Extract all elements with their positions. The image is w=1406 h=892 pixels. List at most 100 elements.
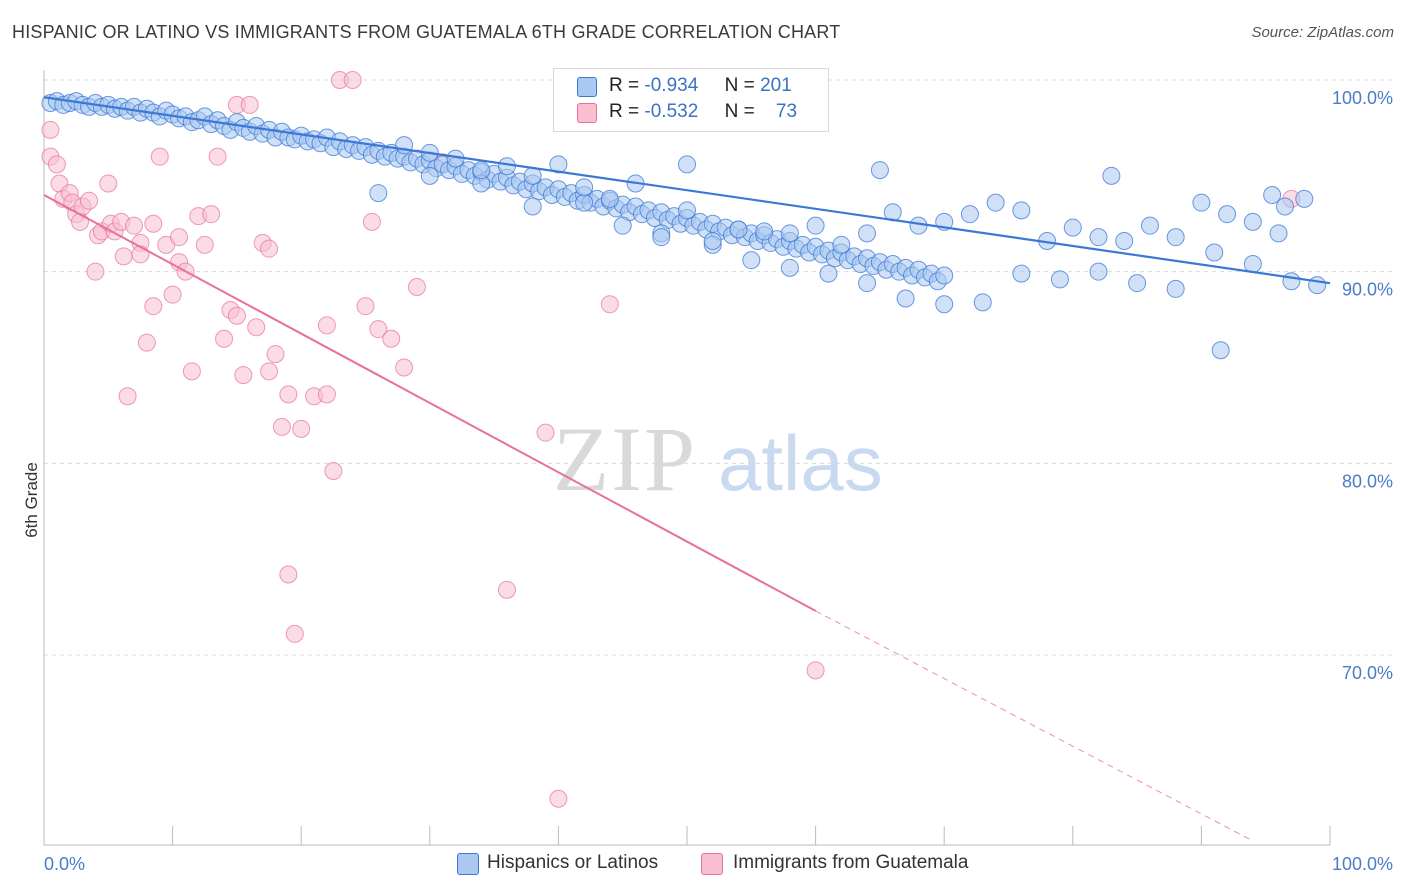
- y-tick-label: 80.0%: [1342, 471, 1393, 491]
- point-immigrants-from-guatemala: [215, 329, 234, 348]
- series-immigrants-from-guatemala: [41, 71, 1301, 808]
- point-hispanics-or-latinos: [1089, 262, 1108, 281]
- y-tick-label: 90.0%: [1342, 280, 1393, 300]
- point-hispanics-or-latinos: [523, 166, 542, 185]
- point-immigrants-from-guatemala: [600, 295, 619, 314]
- point-immigrants-from-guatemala: [356, 297, 375, 316]
- legend-label-hispanics: Hispanics or Latinos: [487, 852, 659, 873]
- stats-r-label: R =: [609, 75, 640, 96]
- point-hispanics-or-latinos: [780, 224, 799, 243]
- y-tick-label: 100.0%: [1332, 88, 1393, 108]
- point-hispanics-or-latinos: [1050, 270, 1069, 289]
- stats-n-value: 73: [775, 101, 798, 122]
- point-immigrants-from-guatemala: [260, 362, 279, 381]
- point-immigrants-from-guatemala: [144, 297, 163, 316]
- point-hispanics-or-latinos: [1012, 201, 1031, 220]
- point-immigrants-from-guatemala: [86, 262, 105, 281]
- y-tick-label: 70.0%: [1342, 663, 1393, 683]
- point-immigrants-from-guatemala: [317, 316, 336, 335]
- point-immigrants-from-guatemala: [47, 155, 66, 174]
- series-hispanics-or-latinos: [41, 92, 1327, 360]
- point-hispanics-or-latinos: [1243, 212, 1262, 231]
- point-immigrants-from-guatemala: [343, 71, 362, 89]
- point-hispanics-or-latinos: [497, 157, 516, 176]
- point-hispanics-or-latinos: [703, 232, 722, 250]
- point-hispanics-or-latinos: [1282, 272, 1301, 291]
- point-immigrants-from-guatemala: [272, 417, 291, 436]
- stats-n-label: N =: [724, 101, 755, 122]
- point-immigrants-from-guatemala: [324, 462, 343, 480]
- point-hispanics-or-latinos: [870, 161, 889, 180]
- point-hispanics-or-latinos: [523, 197, 542, 216]
- point-immigrants-from-guatemala: [317, 385, 336, 404]
- point-immigrants-from-guatemala: [150, 147, 169, 166]
- legend-label-guatemala: Immigrants from Guatemala: [733, 852, 969, 873]
- stats-swatch-pink: [577, 103, 597, 123]
- point-immigrants-from-guatemala: [279, 385, 298, 404]
- point-hispanics-or-latinos: [678, 155, 696, 174]
- point-immigrants-from-guatemala: [125, 216, 144, 235]
- point-hispanics-or-latinos: [1295, 189, 1314, 208]
- point-immigrants-from-guatemala: [137, 333, 156, 352]
- point-hispanics-or-latinos: [1063, 218, 1082, 237]
- stats-swatch-blue: [577, 77, 597, 97]
- point-hispanics-or-latinos: [575, 178, 594, 197]
- point-hispanics-or-latinos: [1218, 205, 1237, 224]
- point-hispanics-or-latinos: [896, 289, 915, 308]
- point-hispanics-or-latinos: [1211, 341, 1230, 360]
- stats-r-label: R =: [609, 101, 640, 122]
- trend-line-guatemala: [43, 194, 817, 612]
- y-tick-labels: 100.0% 90.0% 80.0% 70.0%: [1332, 88, 1393, 683]
- point-immigrants-from-guatemala: [292, 419, 311, 438]
- point-hispanics-or-latinos: [858, 274, 877, 293]
- point-immigrants-from-guatemala: [195, 235, 214, 254]
- point-hispanics-or-latinos: [858, 224, 877, 243]
- point-hispanics-or-latinos: [1243, 255, 1262, 273]
- point-hispanics-or-latinos: [1012, 264, 1031, 283]
- x-tick-labels: 0.0% 100.0%: [44, 854, 1393, 874]
- axes: [43, 70, 1331, 846]
- point-hispanics-or-latinos: [742, 251, 761, 270]
- stats-n-value: 201: [760, 75, 792, 96]
- point-hispanics-or-latinos: [819, 264, 838, 283]
- point-hispanics-or-latinos: [986, 193, 1005, 212]
- point-immigrants-from-guatemala: [266, 345, 285, 364]
- point-immigrants-from-guatemala: [497, 580, 516, 599]
- point-immigrants-from-guatemala: [118, 387, 137, 406]
- point-hispanics-or-latinos: [780, 258, 799, 277]
- point-immigrants-from-guatemala: [80, 191, 99, 210]
- trend-line-guatemala-extension: [815, 610, 1254, 842]
- point-immigrants-from-guatemala: [806, 661, 825, 680]
- point-immigrants-from-guatemala: [202, 205, 221, 224]
- point-hispanics-or-latinos: [1263, 186, 1282, 204]
- point-hispanics-or-latinos: [832, 235, 851, 254]
- source-label: Source: ZipAtlas.com: [1251, 24, 1394, 41]
- point-hispanics-or-latinos: [600, 189, 619, 208]
- point-hispanics-or-latinos: [1115, 232, 1134, 250]
- stats-n-label: N =: [724, 75, 755, 96]
- trend-lines: [43, 96, 1331, 842]
- point-immigrants-from-guatemala: [131, 245, 150, 264]
- point-immigrants-from-guatemala: [536, 423, 555, 442]
- point-hispanics-or-latinos: [729, 220, 748, 239]
- point-hispanics-or-latinos: [369, 184, 388, 203]
- stats-row-hispanics: R = -0.934 N = 201: [609, 75, 792, 97]
- point-immigrants-from-guatemala: [170, 228, 189, 247]
- point-immigrants-from-guatemala: [114, 247, 133, 266]
- x-tick-label: 100.0%: [1332, 854, 1393, 874]
- point-immigrants-from-guatemala: [382, 329, 401, 348]
- point-hispanics-or-latinos: [960, 205, 979, 224]
- point-hispanics-or-latinos: [1102, 166, 1121, 185]
- point-immigrants-from-guatemala: [227, 306, 246, 325]
- point-immigrants-from-guatemala: [208, 147, 227, 166]
- legend-swatch-guatemala: [701, 853, 723, 875]
- point-hispanics-or-latinos: [472, 161, 491, 180]
- point-hispanics-or-latinos: [1089, 228, 1108, 247]
- point-immigrants-from-guatemala: [395, 358, 414, 377]
- point-immigrants-from-guatemala: [362, 212, 381, 231]
- point-hispanics-or-latinos: [1140, 216, 1159, 235]
- chart-title: HISPANIC OR LATINO VS IMMIGRANTS FROM GU…: [12, 22, 841, 42]
- y-axis-label: 6th Grade: [22, 462, 41, 538]
- point-immigrants-from-guatemala: [41, 120, 60, 139]
